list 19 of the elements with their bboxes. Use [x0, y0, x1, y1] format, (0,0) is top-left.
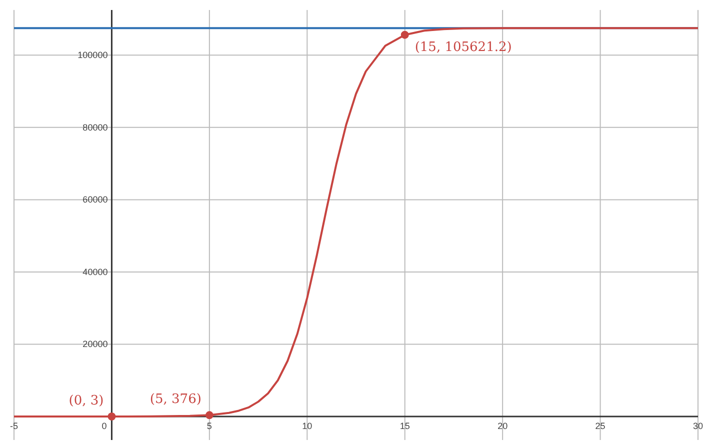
x-tick-label: -5 — [10, 420, 18, 431]
y-tick-label: 80000 — [82, 122, 108, 132]
y-tick-label: 100000 — [78, 50, 108, 60]
x-tick-label: 20 — [498, 420, 508, 431]
y-tick-label: 60000 — [82, 194, 108, 205]
x-tick-label: 0 — [102, 420, 107, 431]
x-tick-label: 25 — [595, 420, 606, 431]
point — [108, 412, 116, 420]
y-tick-label: 20000 — [82, 339, 108, 350]
point — [400, 30, 409, 39]
point — [205, 411, 214, 420]
x-tick-label: 30 — [692, 420, 704, 431]
annotation: (15, 105621.2) — [414, 40, 512, 55]
annotation: (5, 376) — [150, 392, 202, 408]
x-tick-label: 10 — [302, 420, 312, 431]
x-tick-label: 15 — [400, 420, 410, 431]
x-tick-label: 5 — [206, 420, 212, 431]
y-tick-label: 40000 — [82, 266, 108, 277]
annotation: (0, 3) — [68, 394, 104, 408]
